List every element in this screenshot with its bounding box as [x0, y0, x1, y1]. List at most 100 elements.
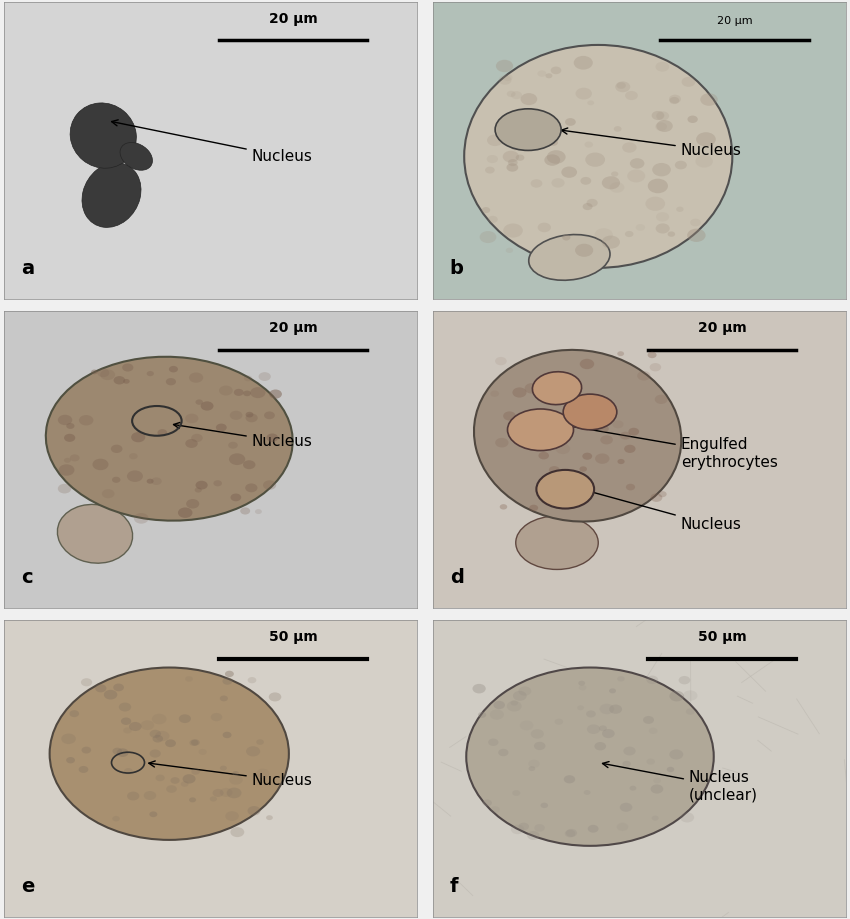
Circle shape	[66, 423, 75, 429]
Ellipse shape	[464, 45, 733, 267]
Circle shape	[230, 827, 244, 837]
Circle shape	[496, 60, 513, 73]
Circle shape	[513, 691, 527, 701]
Circle shape	[119, 702, 131, 711]
Circle shape	[654, 777, 661, 783]
Circle shape	[561, 166, 577, 178]
Circle shape	[549, 140, 558, 146]
Circle shape	[669, 749, 683, 759]
Circle shape	[243, 460, 256, 470]
Circle shape	[61, 733, 76, 744]
Circle shape	[129, 722, 142, 731]
Circle shape	[575, 490, 587, 499]
Circle shape	[247, 806, 261, 815]
Circle shape	[675, 161, 687, 169]
Circle shape	[246, 414, 258, 423]
Circle shape	[599, 704, 615, 714]
Circle shape	[656, 212, 669, 221]
Circle shape	[646, 758, 655, 765]
Circle shape	[527, 831, 540, 840]
Circle shape	[535, 431, 542, 436]
Circle shape	[502, 138, 511, 144]
Circle shape	[64, 434, 76, 442]
Circle shape	[113, 684, 124, 691]
Circle shape	[626, 483, 635, 491]
Ellipse shape	[536, 470, 594, 508]
Circle shape	[178, 714, 191, 723]
Circle shape	[186, 499, 199, 508]
Circle shape	[82, 746, 91, 754]
Circle shape	[602, 729, 615, 738]
Circle shape	[649, 728, 658, 734]
Circle shape	[577, 705, 584, 710]
Circle shape	[228, 442, 238, 448]
Circle shape	[59, 464, 75, 476]
Circle shape	[220, 788, 232, 797]
Text: 20 μm: 20 μm	[717, 16, 752, 26]
Circle shape	[645, 197, 666, 210]
Circle shape	[551, 66, 561, 74]
Circle shape	[171, 777, 179, 784]
Circle shape	[690, 219, 700, 226]
Circle shape	[548, 383, 561, 392]
Circle shape	[620, 432, 631, 439]
Ellipse shape	[82, 163, 141, 227]
Circle shape	[687, 229, 706, 242]
Circle shape	[250, 387, 265, 398]
Circle shape	[189, 798, 196, 802]
Circle shape	[655, 62, 669, 72]
Circle shape	[564, 776, 575, 783]
Circle shape	[680, 812, 694, 823]
Circle shape	[211, 713, 222, 721]
Circle shape	[129, 453, 138, 460]
Circle shape	[127, 471, 143, 482]
Circle shape	[223, 677, 232, 685]
Circle shape	[518, 686, 531, 696]
Circle shape	[677, 207, 683, 212]
Circle shape	[566, 481, 577, 489]
Circle shape	[185, 439, 198, 448]
Circle shape	[648, 178, 668, 193]
Text: Nucleus: Nucleus	[561, 128, 741, 158]
Circle shape	[246, 412, 253, 417]
Ellipse shape	[71, 103, 136, 168]
Circle shape	[247, 677, 257, 684]
Circle shape	[116, 748, 128, 757]
Circle shape	[150, 811, 157, 817]
Circle shape	[670, 691, 684, 701]
Circle shape	[79, 415, 94, 425]
Circle shape	[595, 453, 609, 464]
Text: a: a	[20, 259, 34, 278]
Circle shape	[147, 371, 154, 376]
Circle shape	[541, 802, 548, 808]
Circle shape	[104, 690, 117, 699]
Circle shape	[564, 830, 575, 837]
Circle shape	[219, 386, 233, 395]
Text: Engulfed
erythrocytes: Engulfed erythrocytes	[561, 423, 778, 470]
Circle shape	[490, 391, 499, 397]
Circle shape	[166, 378, 176, 385]
Circle shape	[695, 155, 713, 167]
Text: 20 μm: 20 μm	[269, 321, 317, 335]
Circle shape	[586, 199, 598, 207]
Ellipse shape	[507, 409, 574, 450]
Text: f: f	[450, 878, 458, 896]
Circle shape	[538, 222, 551, 233]
Circle shape	[502, 74, 513, 81]
Circle shape	[595, 228, 613, 242]
Circle shape	[266, 815, 273, 820]
Circle shape	[507, 164, 518, 172]
Circle shape	[490, 709, 504, 720]
Circle shape	[678, 676, 690, 685]
Circle shape	[609, 182, 625, 193]
Circle shape	[530, 505, 538, 511]
Circle shape	[624, 445, 636, 453]
Circle shape	[166, 785, 177, 793]
Circle shape	[124, 768, 133, 775]
Circle shape	[611, 172, 618, 176]
Circle shape	[216, 424, 227, 431]
Circle shape	[546, 376, 559, 385]
Circle shape	[479, 231, 496, 244]
Circle shape	[131, 432, 145, 442]
Circle shape	[652, 163, 671, 176]
